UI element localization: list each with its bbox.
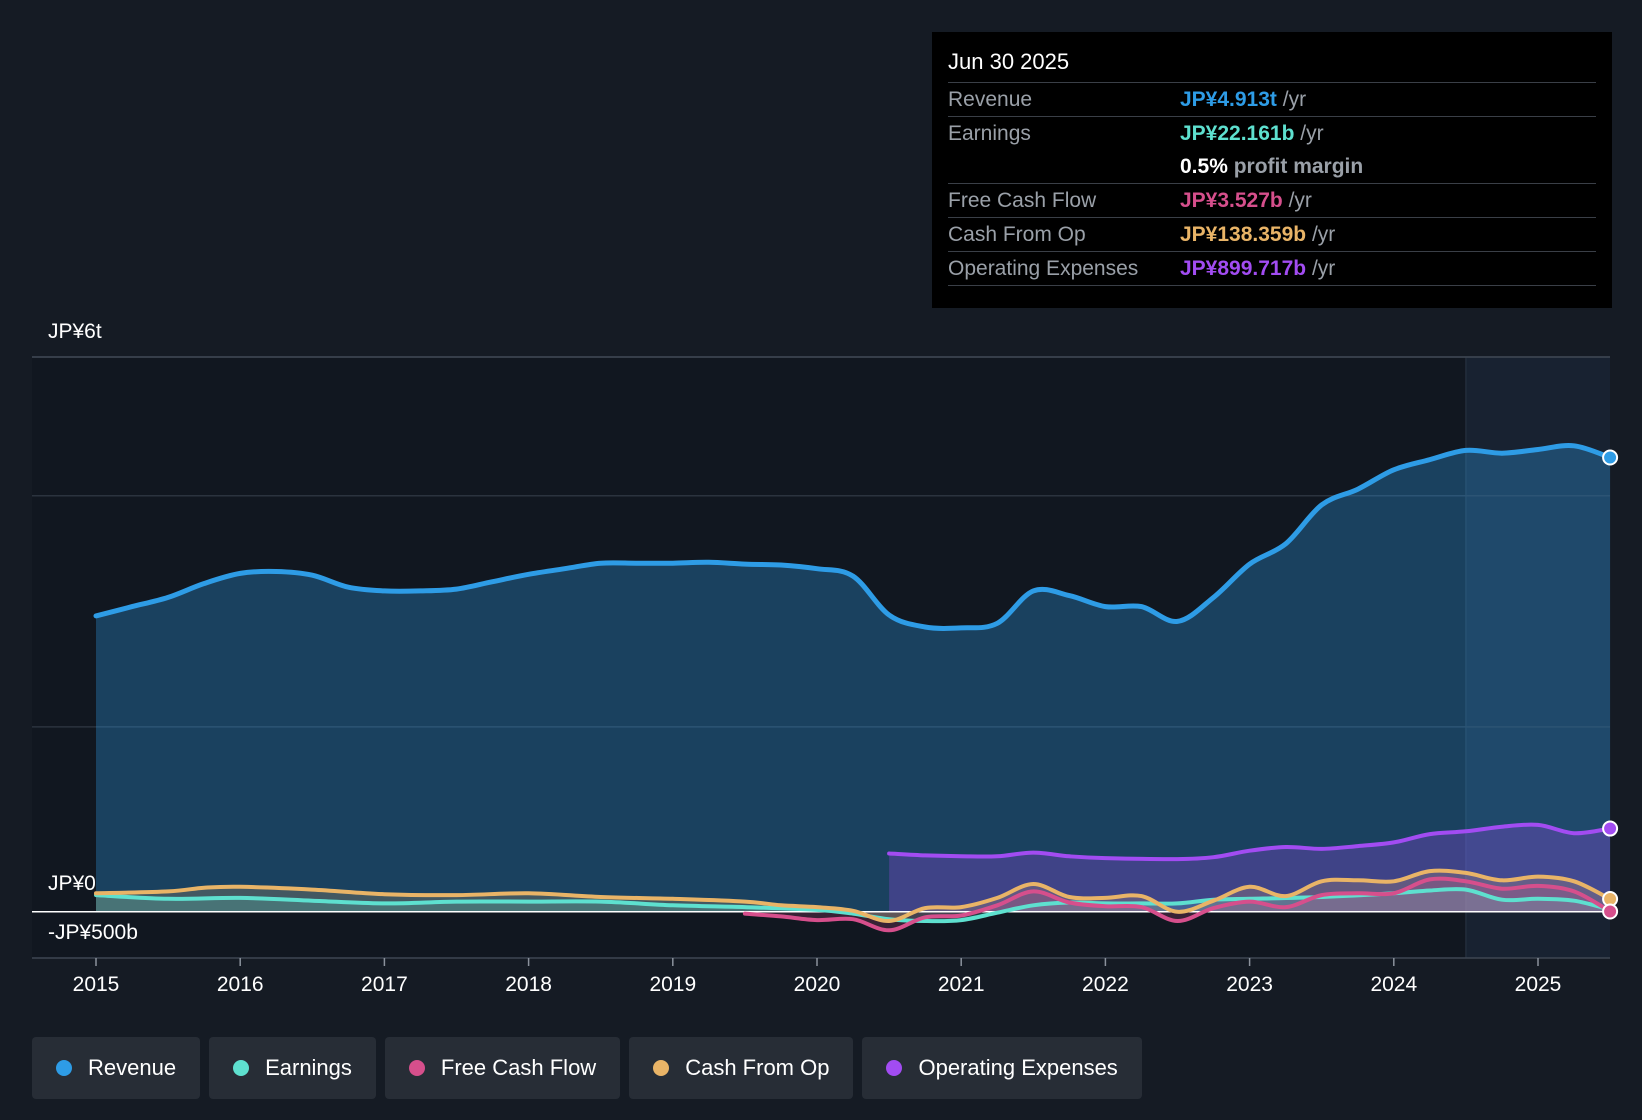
x-tick-label: 2020 xyxy=(794,973,841,996)
tooltip-label: Operating Expenses xyxy=(948,257,1139,280)
legend-item-operating-expenses[interactable]: Operating Expenses xyxy=(862,1037,1142,1099)
legend-item-earnings[interactable]: Earnings xyxy=(209,1037,376,1099)
tooltip-value: JP¥22.161b xyxy=(1180,122,1295,145)
fcf-end-marker xyxy=(1602,903,1619,920)
x-tick-label: 2016 xyxy=(217,973,264,996)
x-tick-label: 2018 xyxy=(505,973,552,996)
tooltip-value: JP¥3.527b xyxy=(1180,189,1283,212)
legend-label: Cash From Op xyxy=(685,1055,830,1080)
earnings-line xyxy=(94,886,1613,924)
tooltip-label: Free Cash Flow xyxy=(948,189,1097,212)
legend-label: Operating Expenses xyxy=(918,1055,1118,1080)
cfo-line xyxy=(94,868,1613,923)
x-tick-label: 2024 xyxy=(1370,973,1417,996)
legend-item-free-cash-flow[interactable]: Free Cash Flow xyxy=(384,1037,621,1099)
tooltip-label: Revenue xyxy=(948,88,1033,111)
revenue-line xyxy=(93,443,1613,631)
x-tick-label: 2023 xyxy=(1226,973,1273,996)
x-tick-label: 2025 xyxy=(1515,973,1562,996)
tooltip-unit: profit margin xyxy=(1233,155,1364,178)
revenue-end-marker xyxy=(1602,449,1619,466)
x-tick-label: 2022 xyxy=(1082,973,1129,996)
legend-label: Free Cash Flow xyxy=(440,1055,597,1080)
earnings-dot-icon xyxy=(233,1060,250,1076)
tooltip-panel: Jun 30 2025 Revenue JP¥4.913t /yr Earnin… xyxy=(932,32,1612,308)
tooltip-unit: /yr xyxy=(1300,122,1324,145)
x-tick-label: 2015 xyxy=(73,973,120,996)
tooltip-row-operating-expenses: Operating Expenses JP¥899.717b /yr xyxy=(948,252,1596,286)
x-tick-label: 2021 xyxy=(938,973,985,996)
tooltip-row-earnings: Earnings JP¥22.161b /yr xyxy=(948,117,1596,150)
highlight-region xyxy=(1465,357,1610,958)
opex-end-marker xyxy=(1602,820,1619,837)
tooltip-label: Earnings xyxy=(948,122,1031,145)
tooltip-unit: /yr xyxy=(1311,223,1336,246)
tooltip-unit: /yr xyxy=(1288,189,1312,212)
opex-line xyxy=(887,822,1613,862)
tooltip-unit: /yr xyxy=(1311,257,1336,280)
revenue-area xyxy=(96,445,1611,912)
tooltip-date: Jun 30 2025 xyxy=(948,46,1596,83)
tooltip-value: 0.5% xyxy=(1180,155,1228,178)
tooltip-row-revenue: Revenue JP¥4.913t /yr xyxy=(948,83,1596,117)
legend-label: Revenue xyxy=(88,1055,177,1080)
tooltip-row-cash-from-op: Cash From Op JP¥138.359b /yr xyxy=(948,218,1596,252)
tooltip-unit: /yr xyxy=(1282,88,1307,111)
x-tick-label: 2019 xyxy=(649,973,696,996)
cash-from-op-dot-icon xyxy=(653,1060,670,1076)
plot-background xyxy=(32,357,1610,958)
tooltip-value: JP¥899.717b xyxy=(1180,257,1307,280)
cfo-area xyxy=(96,870,1611,922)
legend-item-cash-from-op[interactable]: Cash From Op xyxy=(629,1037,854,1099)
operating-expenses-dot-icon xyxy=(886,1060,903,1076)
tooltip-label: Cash From Op xyxy=(948,223,1086,246)
tooltip-value: JP¥138.359b xyxy=(1180,223,1307,246)
revenue-dot-icon xyxy=(56,1060,72,1076)
tooltip-value: JP¥4.913t xyxy=(1180,88,1277,111)
tooltip-row-profit-margin: 0.5% profit margin xyxy=(948,150,1596,184)
y-axis-top-label: JP¥6t xyxy=(48,320,102,343)
free-cash-flow-dot-icon xyxy=(408,1060,425,1076)
legend-item-revenue[interactable]: Revenue xyxy=(32,1037,201,1099)
x-tick-label: 2017 xyxy=(361,973,408,996)
fcf-line xyxy=(742,876,1613,933)
y-axis-zero-label: JP¥0 xyxy=(48,872,96,895)
tooltip-label xyxy=(948,150,1180,183)
legend: Revenue Earnings Free Cash Flow Cash Fro… xyxy=(32,1037,1151,1099)
tooltip-row-free-cash-flow: Free Cash Flow JP¥3.527b /yr xyxy=(948,184,1596,218)
y-axis-bottom-label: -JP¥500b xyxy=(48,921,138,944)
legend-label: Earnings xyxy=(265,1055,352,1080)
